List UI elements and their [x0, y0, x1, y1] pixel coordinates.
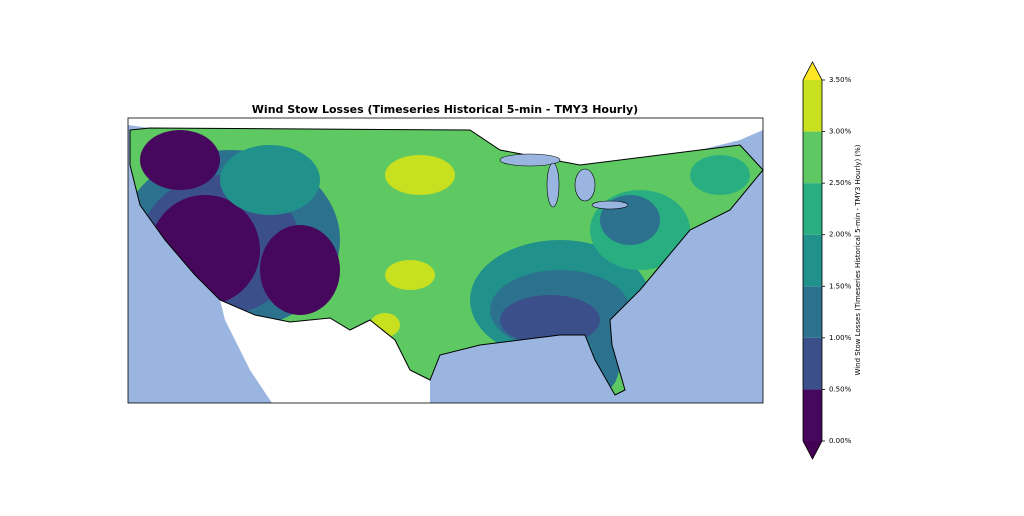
lake-superior [499, 153, 561, 167]
mexico [220, 300, 430, 403]
colorbar-bin [803, 286, 822, 338]
colorbar-under [803, 441, 822, 459]
colorbar-bin [803, 183, 822, 235]
colorbar-tick-label: 3.00% [829, 128, 852, 136]
colorbar-label: Wind Stow Losses (Timeseries Historical … [854, 144, 862, 375]
canada [128, 118, 763, 165]
colorbar-tick-label: 2.00% [829, 231, 852, 239]
colorbar-bin [803, 389, 822, 441]
map-title: Wind Stow Losses (Timeseries Historical … [252, 103, 638, 116]
colorbar-over [803, 62, 822, 80]
us-outline [129, 127, 764, 396]
colorbar-tick-label: 1.00% [829, 334, 852, 342]
colorbar-tick-label: 1.50% [829, 282, 852, 290]
colorbar-bin [803, 80, 822, 132]
map [127, 117, 764, 404]
colorbar-bin [803, 337, 822, 390]
lake-huron [574, 168, 596, 202]
colorbar-bin [803, 234, 822, 287]
lake-michigan [546, 162, 560, 208]
colorbar: 0.00% 0.50% 1.00% 1.50% 2.00% 2.50% 3.00% 3.50% [802, 61, 852, 460]
colorbar-tick-label: 3.50% [829, 76, 852, 84]
colorbar-bin [803, 131, 822, 184]
colorbar-tick-label: 0.50% [829, 385, 852, 393]
colorbar-tick-label: 2.50% [829, 179, 852, 187]
colorbar-tick-label: 0.00% [829, 437, 852, 445]
lake-erie [591, 200, 629, 210]
map-frame [127, 117, 764, 404]
